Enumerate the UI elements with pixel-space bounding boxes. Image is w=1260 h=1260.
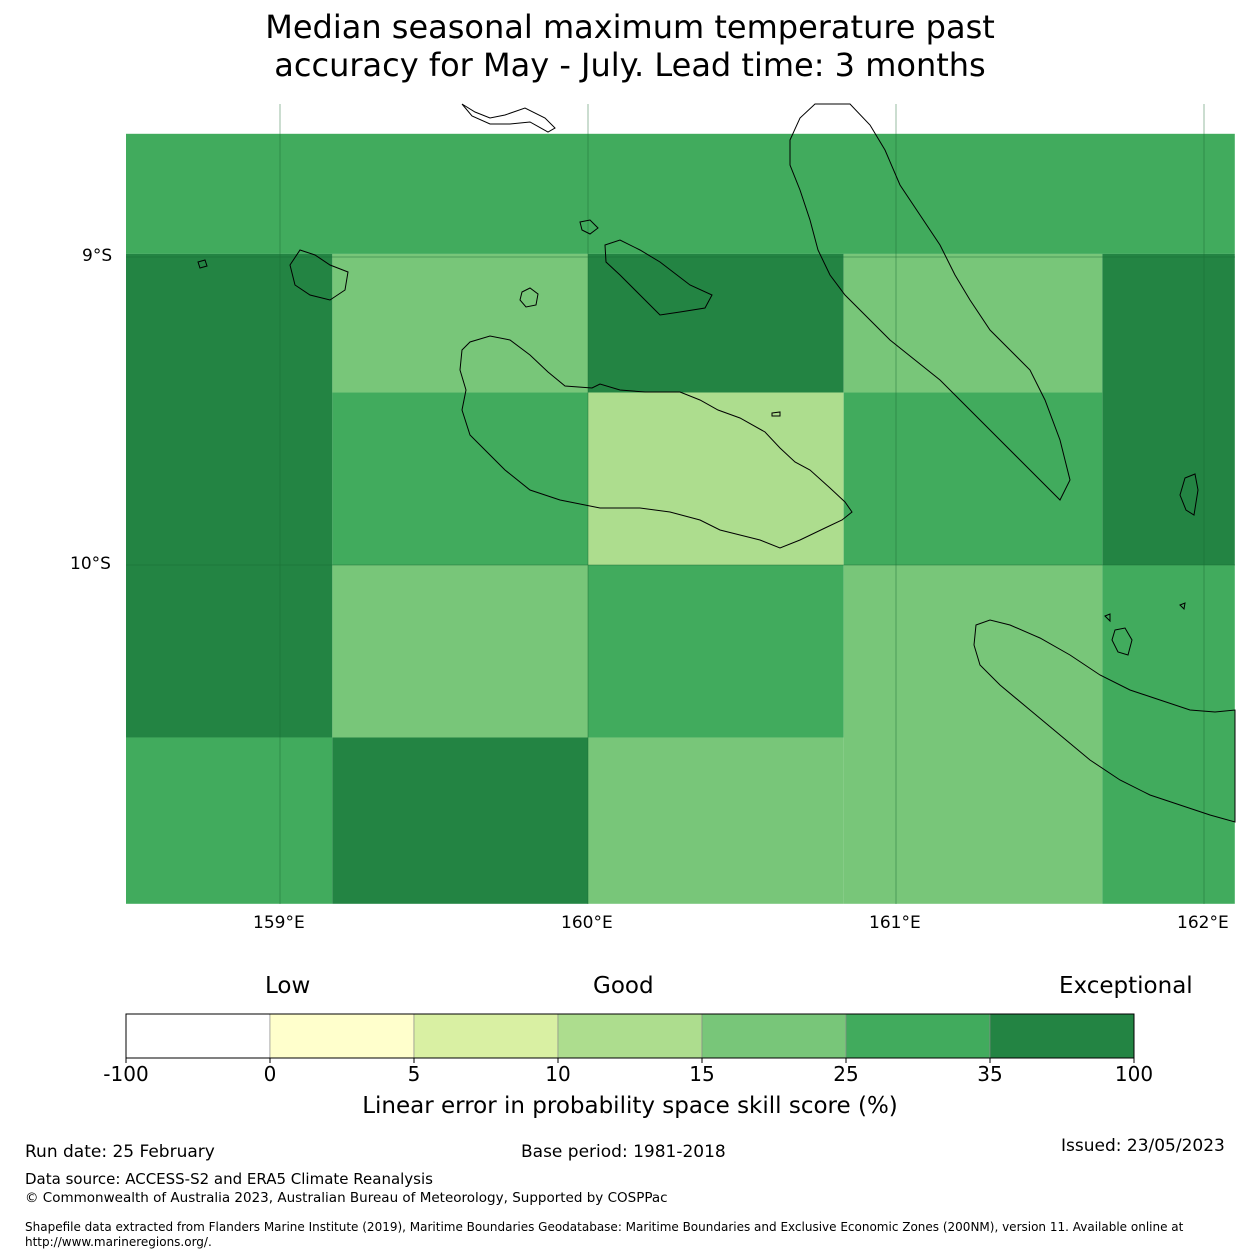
colorbar-category-exceptional: Exceptional — [1059, 973, 1193, 999]
colorbar-tick: 5 — [407, 1062, 421, 1086]
savo-island-coastline — [519, 287, 539, 308]
colorbar — [125, 1013, 1135, 1063]
copyright: © Commonwealth of Australia 2023, Austra… — [25, 1190, 668, 1206]
shapefile-credit-line-1: Shapefile data extracted from Flanders M… — [25, 1220, 1184, 1234]
base-period: Base period: 1981-2018 — [521, 1142, 726, 1162]
colorbar-tick: 0 — [263, 1062, 277, 1086]
shapefile-credit-line-2: http://www.marineregions.org/. — [25, 1235, 212, 1249]
run-date: Run date: 25 February — [25, 1142, 215, 1162]
colorbar-segment — [845, 1013, 991, 1059]
islet-4 — [1104, 613, 1111, 623]
colorbar-tick: 25 — [833, 1062, 859, 1086]
colorbar-tick: 35 — [977, 1062, 1003, 1086]
colorbar-tick: -100 — [103, 1062, 149, 1086]
malaita-coastline — [789, 103, 1071, 501]
colorbar-tick: 10 — [545, 1062, 571, 1086]
grid-cell — [588, 737, 844, 904]
colorbar-segment — [557, 1013, 703, 1059]
colorbar-tick: 15 — [689, 1062, 715, 1086]
shapefile-credit: Shapefile data extracted from Flanders M… — [25, 1220, 1245, 1250]
islet-5 — [579, 219, 599, 235]
colorbar-segment — [413, 1013, 559, 1059]
colorbar-border — [125, 1013, 1135, 1059]
grid-cell — [843, 253, 1103, 393]
map-title: Median seasonal maximum temperature past… — [0, 8, 1260, 84]
ugi-island-coastline — [1111, 627, 1133, 656]
lon-label-161e: 161°E — [869, 913, 921, 933]
islet-2 — [771, 411, 781, 417]
islet-3 — [1179, 602, 1186, 611]
colorbar-category-low: Low — [265, 973, 311, 999]
grid-cell — [1102, 565, 1235, 904]
russell-islands-coastline — [289, 249, 349, 301]
florida-islands-coastline — [604, 239, 713, 316]
grid-cell — [126, 133, 1235, 254]
grid-cell — [332, 392, 588, 565]
lon-label-160e: 160°E — [561, 913, 613, 933]
grid-cell — [588, 392, 844, 565]
grid-cell — [843, 565, 1103, 904]
grid-cell — [126, 737, 333, 904]
colorbar-category-good: Good — [593, 973, 654, 999]
islet-1 — [197, 259, 208, 269]
colorbar-segment — [269, 1013, 415, 1059]
grid-cell — [332, 737, 588, 904]
grid-cell — [1102, 253, 1235, 566]
lon-label-159e: 159°E — [253, 913, 305, 933]
colorbar-tick: 100 — [1114, 1062, 1154, 1086]
skill-grid — [126, 133, 1235, 904]
grid-cell — [332, 565, 588, 738]
colorbar-segment — [701, 1013, 847, 1059]
issued-date: Issued: 23/05/2023 — [1061, 1136, 1225, 1156]
makira-coastline — [973, 619, 1236, 823]
graticule — [126, 104, 1235, 904]
colorbar-segment — [125, 1013, 271, 1059]
grid-cell — [843, 392, 1103, 565]
lat-label-9s: 9°S — [82, 246, 113, 266]
coastlines — [197, 103, 1236, 823]
data-source: Data source: ACCESS-S2 and ERA5 Climate … — [25, 1170, 433, 1188]
colorbar-segment — [989, 1013, 1135, 1059]
ulawa-island-coastline — [1179, 473, 1199, 516]
title-line-2: accuracy for May - July. Lead time: 3 mo… — [274, 46, 986, 84]
grid-cell — [126, 253, 333, 738]
new-georgia-coastline — [461, 103, 556, 133]
colorbar-label: Linear error in probability space skill … — [362, 1093, 898, 1119]
title-line-1: Median seasonal maximum temperature past — [265, 8, 995, 46]
lon-label-162e: 162°E — [1177, 913, 1229, 933]
grid-cell — [588, 565, 844, 738]
lat-label-10s: 10°S — [70, 554, 111, 574]
grid-cell — [588, 253, 844, 393]
guadalcanal-coastline — [459, 335, 853, 549]
